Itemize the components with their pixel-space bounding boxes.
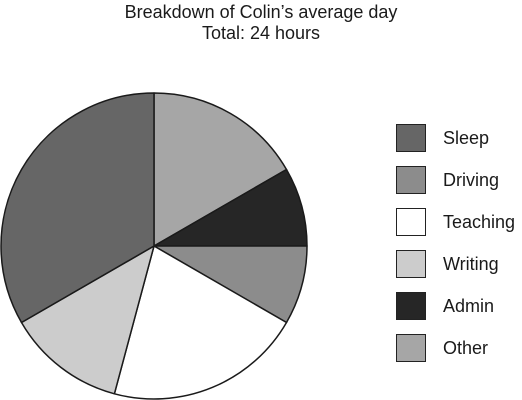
pie-slice-writing [20, 245, 155, 395]
pie-slice-teaching [113, 245, 288, 400]
legend-label: Admin [443, 295, 495, 316]
legend-swatch [396, 334, 426, 362]
legend-label: Sleep [443, 127, 490, 148]
legend-item-other: Other [396, 334, 515, 362]
chart-subtitle: Total: 24 hours [201, 23, 321, 43]
legend-swatch [396, 166, 426, 194]
legend-swatch [396, 124, 426, 152]
legend-swatch [396, 292, 426, 320]
legend-label: Teaching [443, 211, 516, 232]
legend-item-driving: Driving [396, 166, 515, 194]
legend-swatch [396, 208, 426, 236]
pie-slice-sleep [0, 92, 155, 324]
legend-item-sleep: Sleep [396, 124, 515, 152]
legend-label: Driving [443, 169, 500, 190]
chart-title: Breakdown of Colin’s average day [124, 2, 398, 22]
pie-slice-other [153, 92, 288, 247]
legend-item-teaching: Teaching [396, 208, 515, 236]
legend-item-writing: Writing [396, 250, 515, 278]
legend-swatch [396, 250, 426, 278]
legend-label: Other [443, 337, 489, 358]
legend: Sleep Driving Teaching Writing Admin Other [396, 124, 515, 376]
legend-label: Writing [443, 253, 499, 274]
legend-item-admin: Admin [396, 292, 515, 320]
chart-title-block: Breakdown of Colin’s average day Total: … [0, 2, 522, 44]
